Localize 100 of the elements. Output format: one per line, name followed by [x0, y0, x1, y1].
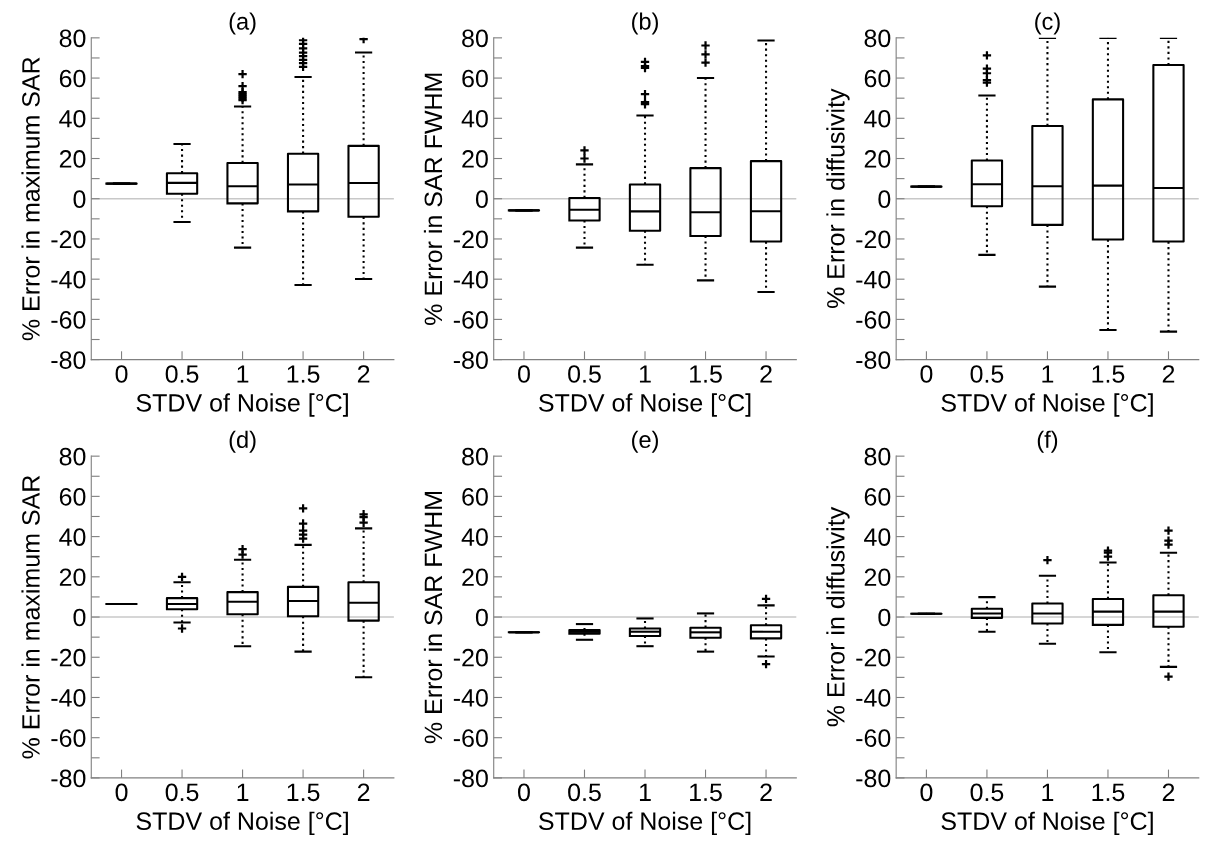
y-tick-label: 40: [864, 528, 891, 546]
chart-title: (b): [632, 12, 658, 35]
y-tick-label: -80: [856, 769, 891, 788]
y-tick-label: 80: [462, 29, 488, 48]
x-tick-label: 1.5: [690, 783, 722, 802]
y-tick-label: 80: [864, 447, 891, 466]
y-tick-label: -80: [453, 769, 488, 788]
x-tick-label: 2: [357, 365, 370, 383]
y-axis-title: % Error in diffusivity: [826, 88, 850, 309]
y-tick-label: 60: [59, 487, 86, 506]
x-tick-label: 1.5: [287, 365, 320, 383]
x-tick-label: 1: [1042, 783, 1054, 801]
y-tick-label: -20: [51, 230, 86, 249]
y-axis-title: % Error in diffusivity: [826, 506, 850, 727]
x-tick-label: 1: [639, 783, 651, 801]
x-tick-label: 1: [237, 365, 249, 383]
y-tick-label: -20: [856, 648, 891, 667]
chart-title: (a): [229, 12, 256, 35]
y-tick-label: -60: [453, 311, 488, 329]
x-tick-label: 1: [237, 783, 249, 801]
x-axis-title: STDV of Noise [°C]: [941, 393, 1153, 417]
y-tick-label: -80: [51, 351, 86, 369]
y-tick-label: 60: [864, 69, 891, 88]
y-tick-label: 0: [73, 190, 86, 209]
x-tick-label: 1.5: [287, 783, 320, 802]
x-tick-label: 0.5: [568, 365, 601, 383]
x-tick-label: 1: [639, 365, 651, 383]
y-tick-label: 0: [73, 608, 86, 627]
y-tick-label: 40: [864, 109, 891, 128]
y-axis-title: % Error in maximum SAR: [21, 57, 40, 341]
y-tick-label: -20: [856, 230, 891, 249]
y-tick-label: 60: [59, 69, 86, 88]
y-tick-label: -40: [856, 689, 891, 707]
y-tick-label: -80: [453, 351, 488, 369]
y-tick-label: 80: [462, 447, 488, 466]
chart-title: (e): [632, 430, 658, 453]
y-tick-label: 60: [864, 487, 891, 506]
y-tick-label: -60: [51, 311, 86, 329]
y-tick-label: 20: [59, 568, 86, 587]
y-tick-label: 60: [462, 487, 488, 506]
y-tick-label: 80: [59, 29, 86, 48]
x-tick-label: 0.5: [165, 365, 199, 383]
x-axis-title: STDV of Noise [°C]: [941, 811, 1153, 835]
y-tick-label: 40: [461, 109, 488, 128]
x-tick-label: 0: [518, 365, 530, 383]
x-tick-label: 1.5: [690, 365, 722, 383]
x-tick-label: 2: [357, 783, 370, 801]
x-tick-label: 0.5: [970, 365, 1004, 383]
x-tick-label: 0.5: [568, 783, 601, 802]
y-tick-label: -40: [856, 270, 891, 289]
y-tick-label: 40: [59, 528, 86, 546]
chart-title: (c): [1035, 12, 1060, 35]
y-tick-label: 0: [475, 608, 488, 627]
y-tick-label: 20: [462, 150, 488, 168]
x-tick-label: 2: [1162, 365, 1175, 383]
y-tick-label: 20: [59, 150, 86, 168]
y-tick-label: -20: [453, 648, 488, 667]
y-tick-label: -40: [453, 270, 488, 289]
y-tick-label: -60: [51, 729, 86, 748]
x-tick-label: 0.5: [970, 783, 1004, 802]
y-tick-label: 80: [59, 447, 86, 466]
x-tick-label: 0: [518, 783, 530, 802]
y-tick-label: -80: [856, 351, 891, 369]
y-tick-label: -80: [51, 769, 86, 788]
x-axis-title: STDV of Noise [°C]: [539, 393, 751, 417]
x-tick-label: 1.5: [1092, 783, 1125, 802]
y-tick-label: 0: [475, 190, 488, 209]
y-axis-title: % Error in SAR FWHM: [423, 73, 443, 325]
x-tick-label: 0: [115, 783, 128, 802]
y-tick-label: 0: [878, 608, 891, 627]
chart-title: (d): [229, 430, 256, 453]
x-tick-label: 0: [115, 365, 128, 383]
y-tick-label: -60: [453, 729, 488, 748]
y-axis-title: % Error in maximum SAR: [21, 475, 40, 759]
y-tick-label: -20: [453, 230, 488, 249]
x-tick-label: 0: [920, 783, 933, 802]
y-tick-label: -20: [51, 648, 86, 667]
chart-title: (f): [1037, 430, 1058, 453]
x-axis-title: STDV of Noise [°C]: [136, 393, 348, 417]
y-tick-label: 20: [864, 150, 891, 168]
x-tick-label: 1: [1042, 365, 1054, 383]
y-tick-label: 20: [462, 568, 488, 587]
y-tick-label: 80: [864, 29, 891, 48]
x-axis-title: STDV of Noise [°C]: [136, 811, 348, 835]
y-tick-label: -40: [453, 689, 488, 707]
y-axis-title: % Error in SAR FWHM: [423, 492, 443, 744]
x-tick-label: 0: [920, 365, 933, 383]
x-tick-label: 2: [760, 365, 772, 383]
y-tick-label: -40: [51, 270, 86, 289]
x-tick-label: 1.5: [1092, 365, 1125, 383]
x-tick-label: 2: [1162, 783, 1175, 801]
y-tick-label: 60: [462, 69, 488, 88]
y-tick-label: -60: [856, 311, 891, 329]
y-tick-label: 0: [878, 190, 891, 209]
y-tick-label: 40: [461, 528, 488, 546]
x-tick-label: 0.5: [165, 783, 199, 802]
y-tick-label: -60: [856, 729, 891, 748]
x-tick-label: 2: [760, 783, 772, 801]
x-axis-title: STDV of Noise [°C]: [539, 811, 751, 835]
y-tick-label: 20: [864, 568, 891, 587]
